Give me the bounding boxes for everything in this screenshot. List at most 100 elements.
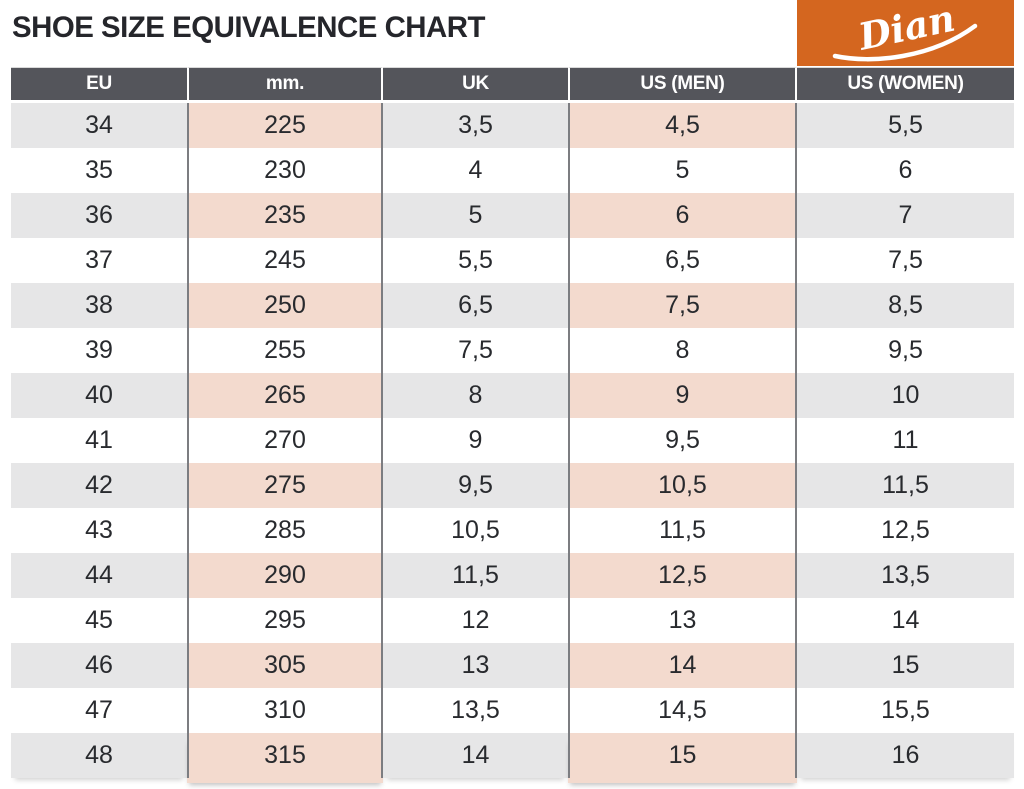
table-row: 34 225 3,5 4,5 5,5 bbox=[11, 103, 1014, 148]
cell-uk: 8 bbox=[383, 373, 568, 418]
cell-eu: 44 bbox=[11, 553, 187, 598]
cell-us-men: 14 bbox=[568, 643, 797, 688]
cell-us-women: 15,5 bbox=[797, 688, 1014, 733]
brand-logo-graphic: Dian bbox=[832, 0, 978, 62]
cell-us-men: 10,5 bbox=[568, 463, 797, 508]
cell-us-women: 11 bbox=[797, 418, 1014, 463]
cell-uk: 9,5 bbox=[383, 463, 568, 508]
cell-us-men: 14,5 bbox=[568, 688, 797, 733]
cell-mm: 275 bbox=[187, 463, 383, 508]
column-header-us-men: US (MEN) bbox=[568, 67, 797, 103]
cell-uk: 6,5 bbox=[383, 283, 568, 328]
brand-logo-text: Dian bbox=[854, 0, 959, 59]
table-row: 40 265 8 9 10 bbox=[11, 373, 1014, 418]
table-row: 42 275 9,5 10,5 11,5 bbox=[11, 463, 1014, 508]
cell-mm: 230 bbox=[187, 148, 383, 193]
cell-us-men: 5 bbox=[568, 148, 797, 193]
cell-mm: 250 bbox=[187, 283, 383, 328]
cell-eu: 37 bbox=[11, 238, 187, 283]
cell-us-men: 11,5 bbox=[568, 508, 797, 553]
cell-uk: 14 bbox=[383, 733, 568, 778]
cell-us-women: 6 bbox=[797, 148, 1014, 193]
cell-us-women: 7,5 bbox=[797, 238, 1014, 283]
cell-eu: 39 bbox=[11, 328, 187, 373]
cell-uk: 12 bbox=[383, 598, 568, 643]
cell-uk: 9 bbox=[383, 418, 568, 463]
table-row: 39 255 7,5 8 9,5 bbox=[11, 328, 1014, 373]
table-row: 47 310 13,5 14,5 15,5 bbox=[11, 688, 1014, 733]
column-header-us-women: US (WOMEN) bbox=[797, 67, 1014, 103]
logo-underline-flourish-icon bbox=[832, 23, 978, 62]
cell-eu: 45 bbox=[11, 598, 187, 643]
cell-mm: 285 bbox=[187, 508, 383, 553]
cell-eu: 48 bbox=[11, 733, 187, 778]
column-header-uk: UK bbox=[383, 67, 568, 103]
cell-eu: 36 bbox=[11, 193, 187, 238]
cell-us-women: 10 bbox=[797, 373, 1014, 418]
cell-eu: 40 bbox=[11, 373, 187, 418]
cell-us-women: 5,5 bbox=[797, 103, 1014, 148]
cell-mm: 310 bbox=[187, 688, 383, 733]
table-row: 38 250 6,5 7,5 8,5 bbox=[11, 283, 1014, 328]
cell-uk: 4 bbox=[383, 148, 568, 193]
cell-us-men: 9,5 bbox=[568, 418, 797, 463]
cell-us-women: 14 bbox=[797, 598, 1014, 643]
page-title: SHOE SIZE EQUIVALENCE CHART bbox=[12, 11, 486, 44]
cell-us-men: 4,5 bbox=[568, 103, 797, 148]
cell-us-women: 16 bbox=[797, 733, 1014, 778]
table-body: 34 225 3,5 4,5 5,5 35 230 4 5 6 36 235 5 6 7 37 245 5,5 6,… bbox=[11, 103, 1014, 778]
cell-us-men: 6 bbox=[568, 193, 797, 238]
cell-us-men: 6,5 bbox=[568, 238, 797, 283]
cell-mm: 290 bbox=[187, 553, 383, 598]
cell-mm: 295 bbox=[187, 598, 383, 643]
cell-uk: 11,5 bbox=[383, 553, 568, 598]
cell-us-women: 15 bbox=[797, 643, 1014, 688]
brand-logo: Dian bbox=[797, 0, 1014, 66]
cell-uk: 5 bbox=[383, 193, 568, 238]
cell-mm: 270 bbox=[187, 418, 383, 463]
cell-us-men: 8 bbox=[568, 328, 797, 373]
cell-mm: 225 bbox=[187, 103, 383, 148]
cell-eu: 43 bbox=[11, 508, 187, 553]
column-header-eu: EU bbox=[11, 67, 187, 103]
cell-uk: 5,5 bbox=[383, 238, 568, 283]
cell-mm: 245 bbox=[187, 238, 383, 283]
cell-mm: 305 bbox=[187, 643, 383, 688]
cell-uk: 10,5 bbox=[383, 508, 568, 553]
cell-mm: 255 bbox=[187, 328, 383, 373]
cell-eu: 42 bbox=[11, 463, 187, 508]
table-header: EU mm. UK US (MEN) US (WOMEN) bbox=[11, 67, 1014, 103]
table-row: 48 315 14 15 16 bbox=[11, 733, 1014, 778]
cell-uk: 13,5 bbox=[383, 688, 568, 733]
table-row: 35 230 4 5 6 bbox=[11, 148, 1014, 193]
table-header-row: EU mm. UK US (MEN) US (WOMEN) bbox=[11, 67, 1014, 103]
cell-uk: 13 bbox=[383, 643, 568, 688]
cell-us-women: 8,5 bbox=[797, 283, 1014, 328]
top-bar: SHOE SIZE EQUIVALENCE CHART Dian bbox=[0, 0, 1024, 67]
cell-us-women: 12,5 bbox=[797, 508, 1014, 553]
cell-us-women: 9,5 bbox=[797, 328, 1014, 373]
cell-eu: 35 bbox=[11, 148, 187, 193]
cell-us-men: 7,5 bbox=[568, 283, 797, 328]
cell-us-women: 13,5 bbox=[797, 553, 1014, 598]
cell-uk: 7,5 bbox=[383, 328, 568, 373]
table-row: 36 235 5 6 7 bbox=[11, 193, 1014, 238]
cell-eu: 38 bbox=[11, 283, 187, 328]
cell-us-men: 9 bbox=[568, 373, 797, 418]
cell-us-men: 15 bbox=[568, 733, 797, 778]
cell-us-women: 11,5 bbox=[797, 463, 1014, 508]
table-row: 41 270 9 9,5 11 bbox=[11, 418, 1014, 463]
cell-us-women: 7 bbox=[797, 193, 1014, 238]
table-row: 45 295 12 13 14 bbox=[11, 598, 1014, 643]
cell-us-men: 12,5 bbox=[568, 553, 797, 598]
cell-mm: 235 bbox=[187, 193, 383, 238]
cell-eu: 41 bbox=[11, 418, 187, 463]
size-equivalence-table: EU mm. UK US (MEN) US (WOMEN) 34 225 3,5 4,… bbox=[11, 67, 1014, 778]
cell-eu: 46 bbox=[11, 643, 187, 688]
cell-eu: 34 bbox=[11, 103, 187, 148]
cell-eu: 47 bbox=[11, 688, 187, 733]
cell-uk: 3,5 bbox=[383, 103, 568, 148]
cell-mm: 315 bbox=[187, 733, 383, 778]
table-row: 46 305 13 14 15 bbox=[11, 643, 1014, 688]
